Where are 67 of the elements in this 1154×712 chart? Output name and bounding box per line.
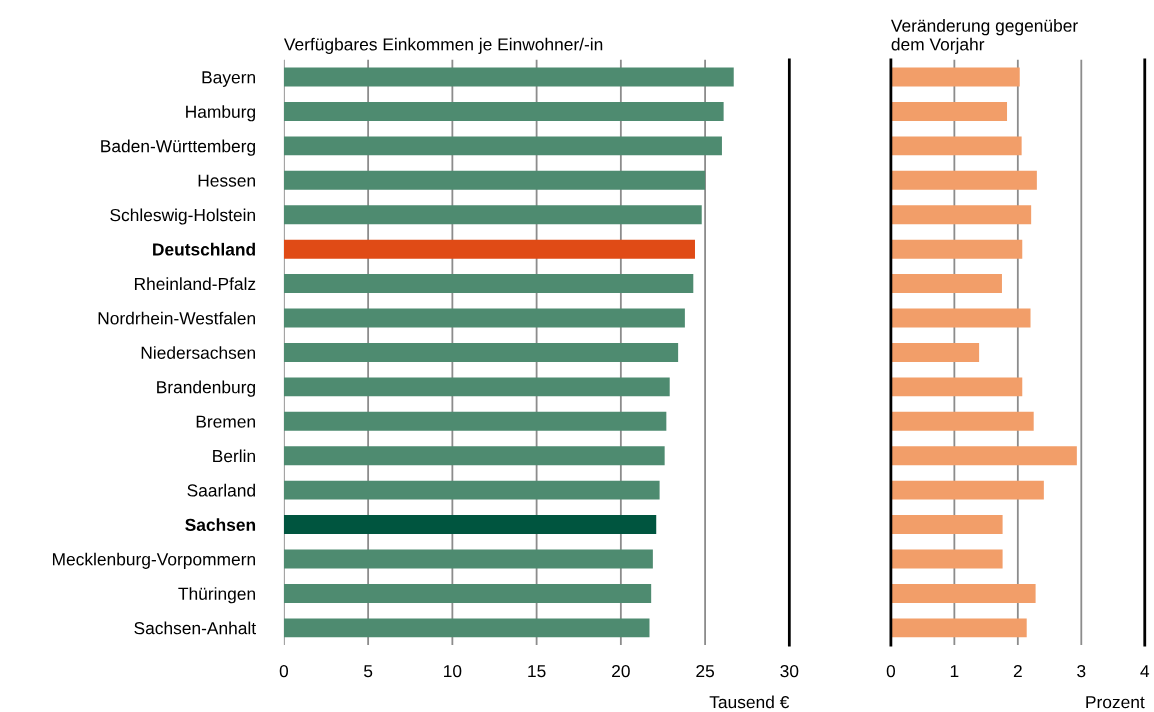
bar xyxy=(283,446,665,466)
y-tick-label: Deutschland xyxy=(153,242,255,256)
x-tick-label: 1 xyxy=(950,665,959,678)
y-tick-label: Nordrhein-Westfalen xyxy=(98,311,255,325)
bar xyxy=(890,480,1044,500)
x-axis-title: Prozent xyxy=(1086,696,1145,709)
bar xyxy=(890,274,1002,294)
y-tick-label: Niedersachsen xyxy=(141,346,255,359)
bar xyxy=(283,549,653,569)
bar xyxy=(283,101,724,121)
y-tick-label: Schleswig-Holstein xyxy=(110,208,255,225)
bar xyxy=(283,411,667,431)
bar xyxy=(890,583,1036,603)
x-tick-label: 25 xyxy=(696,664,715,678)
bar xyxy=(890,101,1008,121)
bar xyxy=(283,515,657,535)
x-tick-label: 15 xyxy=(528,665,546,678)
bar xyxy=(283,480,660,500)
bar xyxy=(283,583,652,603)
bar xyxy=(890,411,1034,431)
bar xyxy=(283,67,734,87)
x-tick-label: 20 xyxy=(612,664,630,678)
y-tick-label: Bremen xyxy=(196,415,255,428)
bar xyxy=(890,67,1020,87)
bar xyxy=(890,239,1023,259)
y-tick-label: Bayern xyxy=(202,71,255,87)
bar xyxy=(890,446,1077,466)
y-tick-label: Sachsen-Anhalt xyxy=(134,621,256,635)
y-tick-label: Mecklenburg-Vorpommern xyxy=(52,552,255,569)
x-tick-label: 10 xyxy=(444,664,462,678)
x-tick-label: 0 xyxy=(886,664,896,678)
x-tick-label: 30 xyxy=(780,664,799,678)
y-tick-label: Thüringen xyxy=(178,587,255,604)
x-tick-label: 0 xyxy=(279,664,289,678)
bar xyxy=(890,342,980,362)
bar xyxy=(890,205,1032,225)
bar xyxy=(283,308,685,328)
bar xyxy=(283,342,679,362)
bar xyxy=(890,308,1031,328)
chart-title: Veränderung gegenüber dem Vorjahr xyxy=(890,19,1078,54)
y-tick-label: Brandenburg xyxy=(157,380,255,397)
chart-title: Verfügbares Einkommen je Einwohner/-in xyxy=(283,37,603,54)
x-tick-label: 3 xyxy=(1077,664,1086,678)
bar xyxy=(283,239,695,259)
bar xyxy=(890,618,1027,638)
bar xyxy=(283,377,670,397)
bar xyxy=(283,274,694,294)
x-tick-label: 4 xyxy=(1140,665,1150,678)
bar xyxy=(283,136,722,156)
x-tick-label: 2 xyxy=(1013,664,1022,678)
y-tick-label: Baden-Württemberg xyxy=(101,139,255,156)
x-tick-label: 5 xyxy=(363,665,373,678)
y-tick-label: Saarland xyxy=(187,483,255,497)
bar xyxy=(283,618,650,638)
bar xyxy=(890,377,1023,397)
y-tick-label: Sachsen xyxy=(185,518,256,532)
bar xyxy=(283,170,706,190)
bar xyxy=(890,170,1037,190)
y-tick-label: Hessen xyxy=(198,174,255,187)
bar xyxy=(890,136,1022,156)
y-tick-label: Hamburg xyxy=(186,105,255,122)
x-axis-title: Tausend € xyxy=(709,695,790,709)
y-tick-label: Rheinland-Pfalz xyxy=(134,277,256,291)
bar xyxy=(283,205,702,225)
bar xyxy=(890,515,1003,535)
bar xyxy=(890,549,1003,569)
y-tick-label: Berlin xyxy=(213,449,255,463)
